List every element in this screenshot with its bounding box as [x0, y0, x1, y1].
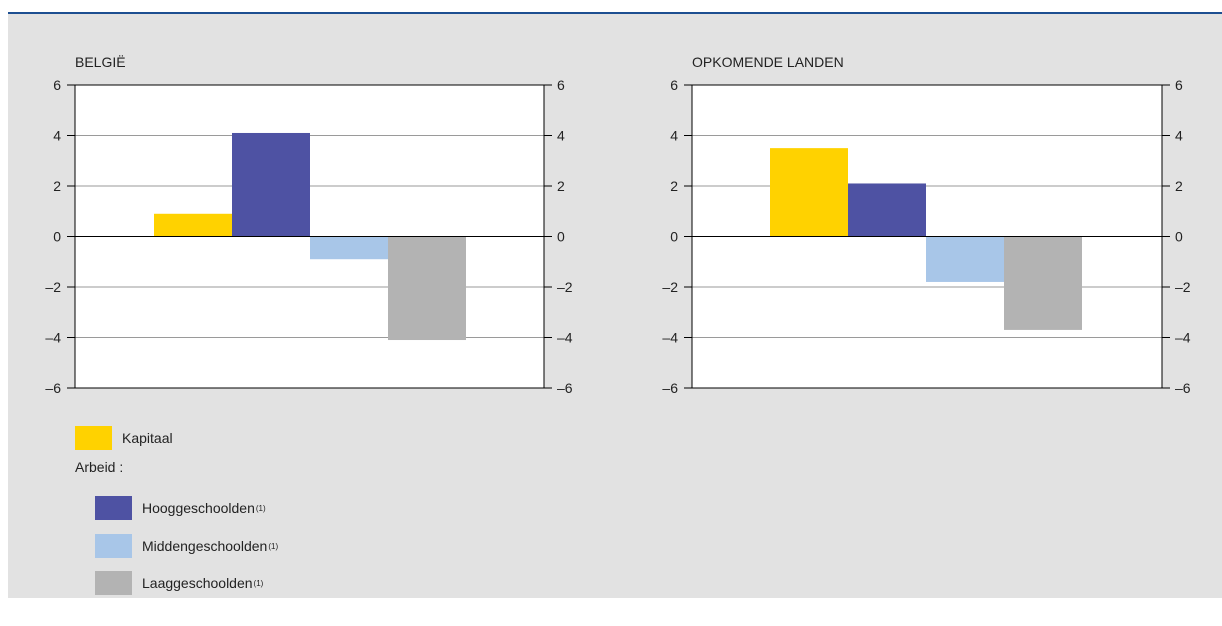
footnote-mark: (1) — [255, 503, 266, 513]
y-tick-label-right: –2 — [557, 279, 573, 295]
y-tick-label-right: –2 — [1175, 279, 1191, 295]
legend-swatch-kapitaal — [75, 426, 112, 450]
legend-label-middengeschoolden: Middengeschoolden — [142, 538, 268, 554]
y-tick-label-left: 0 — [53, 229, 61, 245]
y-tick-label-left: –6 — [45, 380, 61, 396]
y-tick-label-left: –2 — [45, 279, 61, 295]
legend-item-middengeschoolden: Middengeschoolden (1) — [95, 534, 278, 558]
y-tick-label-right: –6 — [1175, 380, 1191, 396]
y-tick-label-right: –6 — [557, 380, 573, 396]
bar-belgie-middengeschoolden — [310, 236, 388, 260]
legend-swatch-laaggeschoolden — [95, 571, 132, 595]
y-tick-label-right: 2 — [557, 178, 565, 194]
top-rule — [8, 12, 1222, 14]
charts-svg: 6 6 4 4 2 2 0 0 –2 –2 –4 –4 –6 –6 BELGIË 6 6 4 4 2 2 0 0 –2 –2 –4… — [45, 54, 1191, 396]
figure: 6 6 4 4 2 2 0 0 –2 –2 –4 –4 –6 –6 BELGIË 6 6 4 4 2 2 0 0 –2 –2 –4… — [8, 0, 1222, 626]
legend-label-laaggeschoolden: Laaggeschoolden — [142, 575, 253, 591]
legend-swatch-hooggeschoolden — [95, 496, 132, 520]
y-tick-label-right: –4 — [1175, 330, 1191, 346]
y-tick-label-right: 2 — [1175, 178, 1183, 194]
y-tick-label-left: –2 — [662, 279, 678, 295]
y-tick-label-right: 0 — [1175, 229, 1183, 245]
y-tick-label-right: –4 — [557, 330, 573, 346]
legend-label-hooggeschoolden: Hooggeschoolden — [142, 500, 255, 516]
y-tick-label-left: 6 — [53, 77, 61, 93]
y-tick-label-right: 4 — [557, 128, 565, 144]
bar-belgie-kapitaal — [154, 213, 232, 237]
chart-title-belgie: BELGIË — [75, 54, 126, 70]
y-tick-label-left: 4 — [670, 128, 678, 144]
y-tick-label-left: –4 — [662, 330, 678, 346]
y-tick-label-left: 2 — [670, 178, 678, 194]
legend-item-kapitaal: Kapitaal — [75, 426, 173, 450]
bar-opkomende-landen-kapitaal — [770, 148, 848, 237]
y-tick-label-right: 6 — [557, 77, 565, 93]
legend-swatch-middengeschoolden — [95, 534, 132, 558]
legend-item-hooggeschoolden: Hooggeschoolden (1) — [95, 496, 266, 520]
legend-item-laaggeschoolden: Laaggeschoolden (1) — [95, 571, 263, 595]
legend-arbeid-heading: Arbeid : — [75, 459, 123, 475]
bar-belgie-laaggeschoolden — [388, 236, 466, 341]
chart-title-opkomende-landen: OPKOMENDE LANDEN — [692, 54, 844, 70]
footnote-mark: (1) — [268, 541, 279, 551]
y-tick-label-left: 4 — [53, 128, 61, 144]
y-tick-label-right: 0 — [557, 229, 565, 245]
bar-opkomende-landen-hooggeschoolden — [848, 183, 926, 237]
y-tick-label-left: 0 — [670, 229, 678, 245]
footnote-mark: (1) — [253, 578, 264, 588]
y-tick-label-right: 4 — [1175, 128, 1183, 144]
bar-opkomende-landen-middengeschoolden — [926, 236, 1004, 282]
y-tick-label-left: –4 — [45, 330, 61, 346]
y-tick-label-right: 6 — [1175, 77, 1183, 93]
legend-label-kapitaal: Kapitaal — [122, 430, 173, 446]
chart-panel: 6 6 4 4 2 2 0 0 –2 –2 –4 –4 –6 –6 BELGIË 6 6 4 4 2 2 0 0 –2 –2 –4… — [8, 14, 1222, 598]
bar-belgie-hooggeschoolden — [232, 132, 310, 237]
legend-label-arbeid: Arbeid : — [75, 459, 124, 475]
y-tick-label-left: –6 — [662, 380, 678, 396]
bar-opkomende-landen-laaggeschoolden — [1004, 236, 1082, 330]
y-tick-label-left: 6 — [670, 77, 678, 93]
y-tick-label-left: 2 — [53, 178, 61, 194]
